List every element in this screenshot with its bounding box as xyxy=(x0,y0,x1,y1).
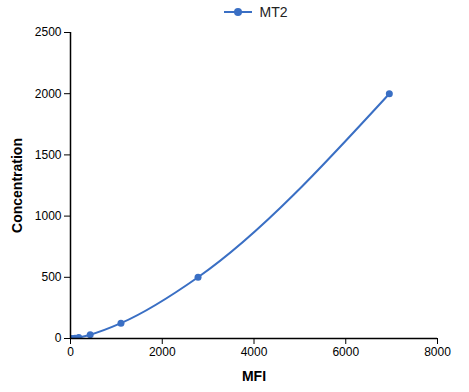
svg-text:6000: 6000 xyxy=(332,345,359,359)
svg-text:MFI: MFI xyxy=(242,368,266,384)
svg-text:0: 0 xyxy=(55,331,62,345)
svg-text:2000: 2000 xyxy=(35,87,62,101)
svg-text:0: 0 xyxy=(67,345,74,359)
svg-text:1500: 1500 xyxy=(35,148,62,162)
svg-text:8000: 8000 xyxy=(424,345,451,359)
svg-text:Concentration: Concentration xyxy=(9,138,25,233)
svg-text:4000: 4000 xyxy=(241,345,268,359)
svg-text:1000: 1000 xyxy=(35,209,62,223)
svg-text:2000: 2000 xyxy=(149,345,176,359)
svg-text:2500: 2500 xyxy=(35,25,62,39)
svg-text:500: 500 xyxy=(41,270,61,284)
html-text:MT2: MT2 xyxy=(259,4,288,20)
